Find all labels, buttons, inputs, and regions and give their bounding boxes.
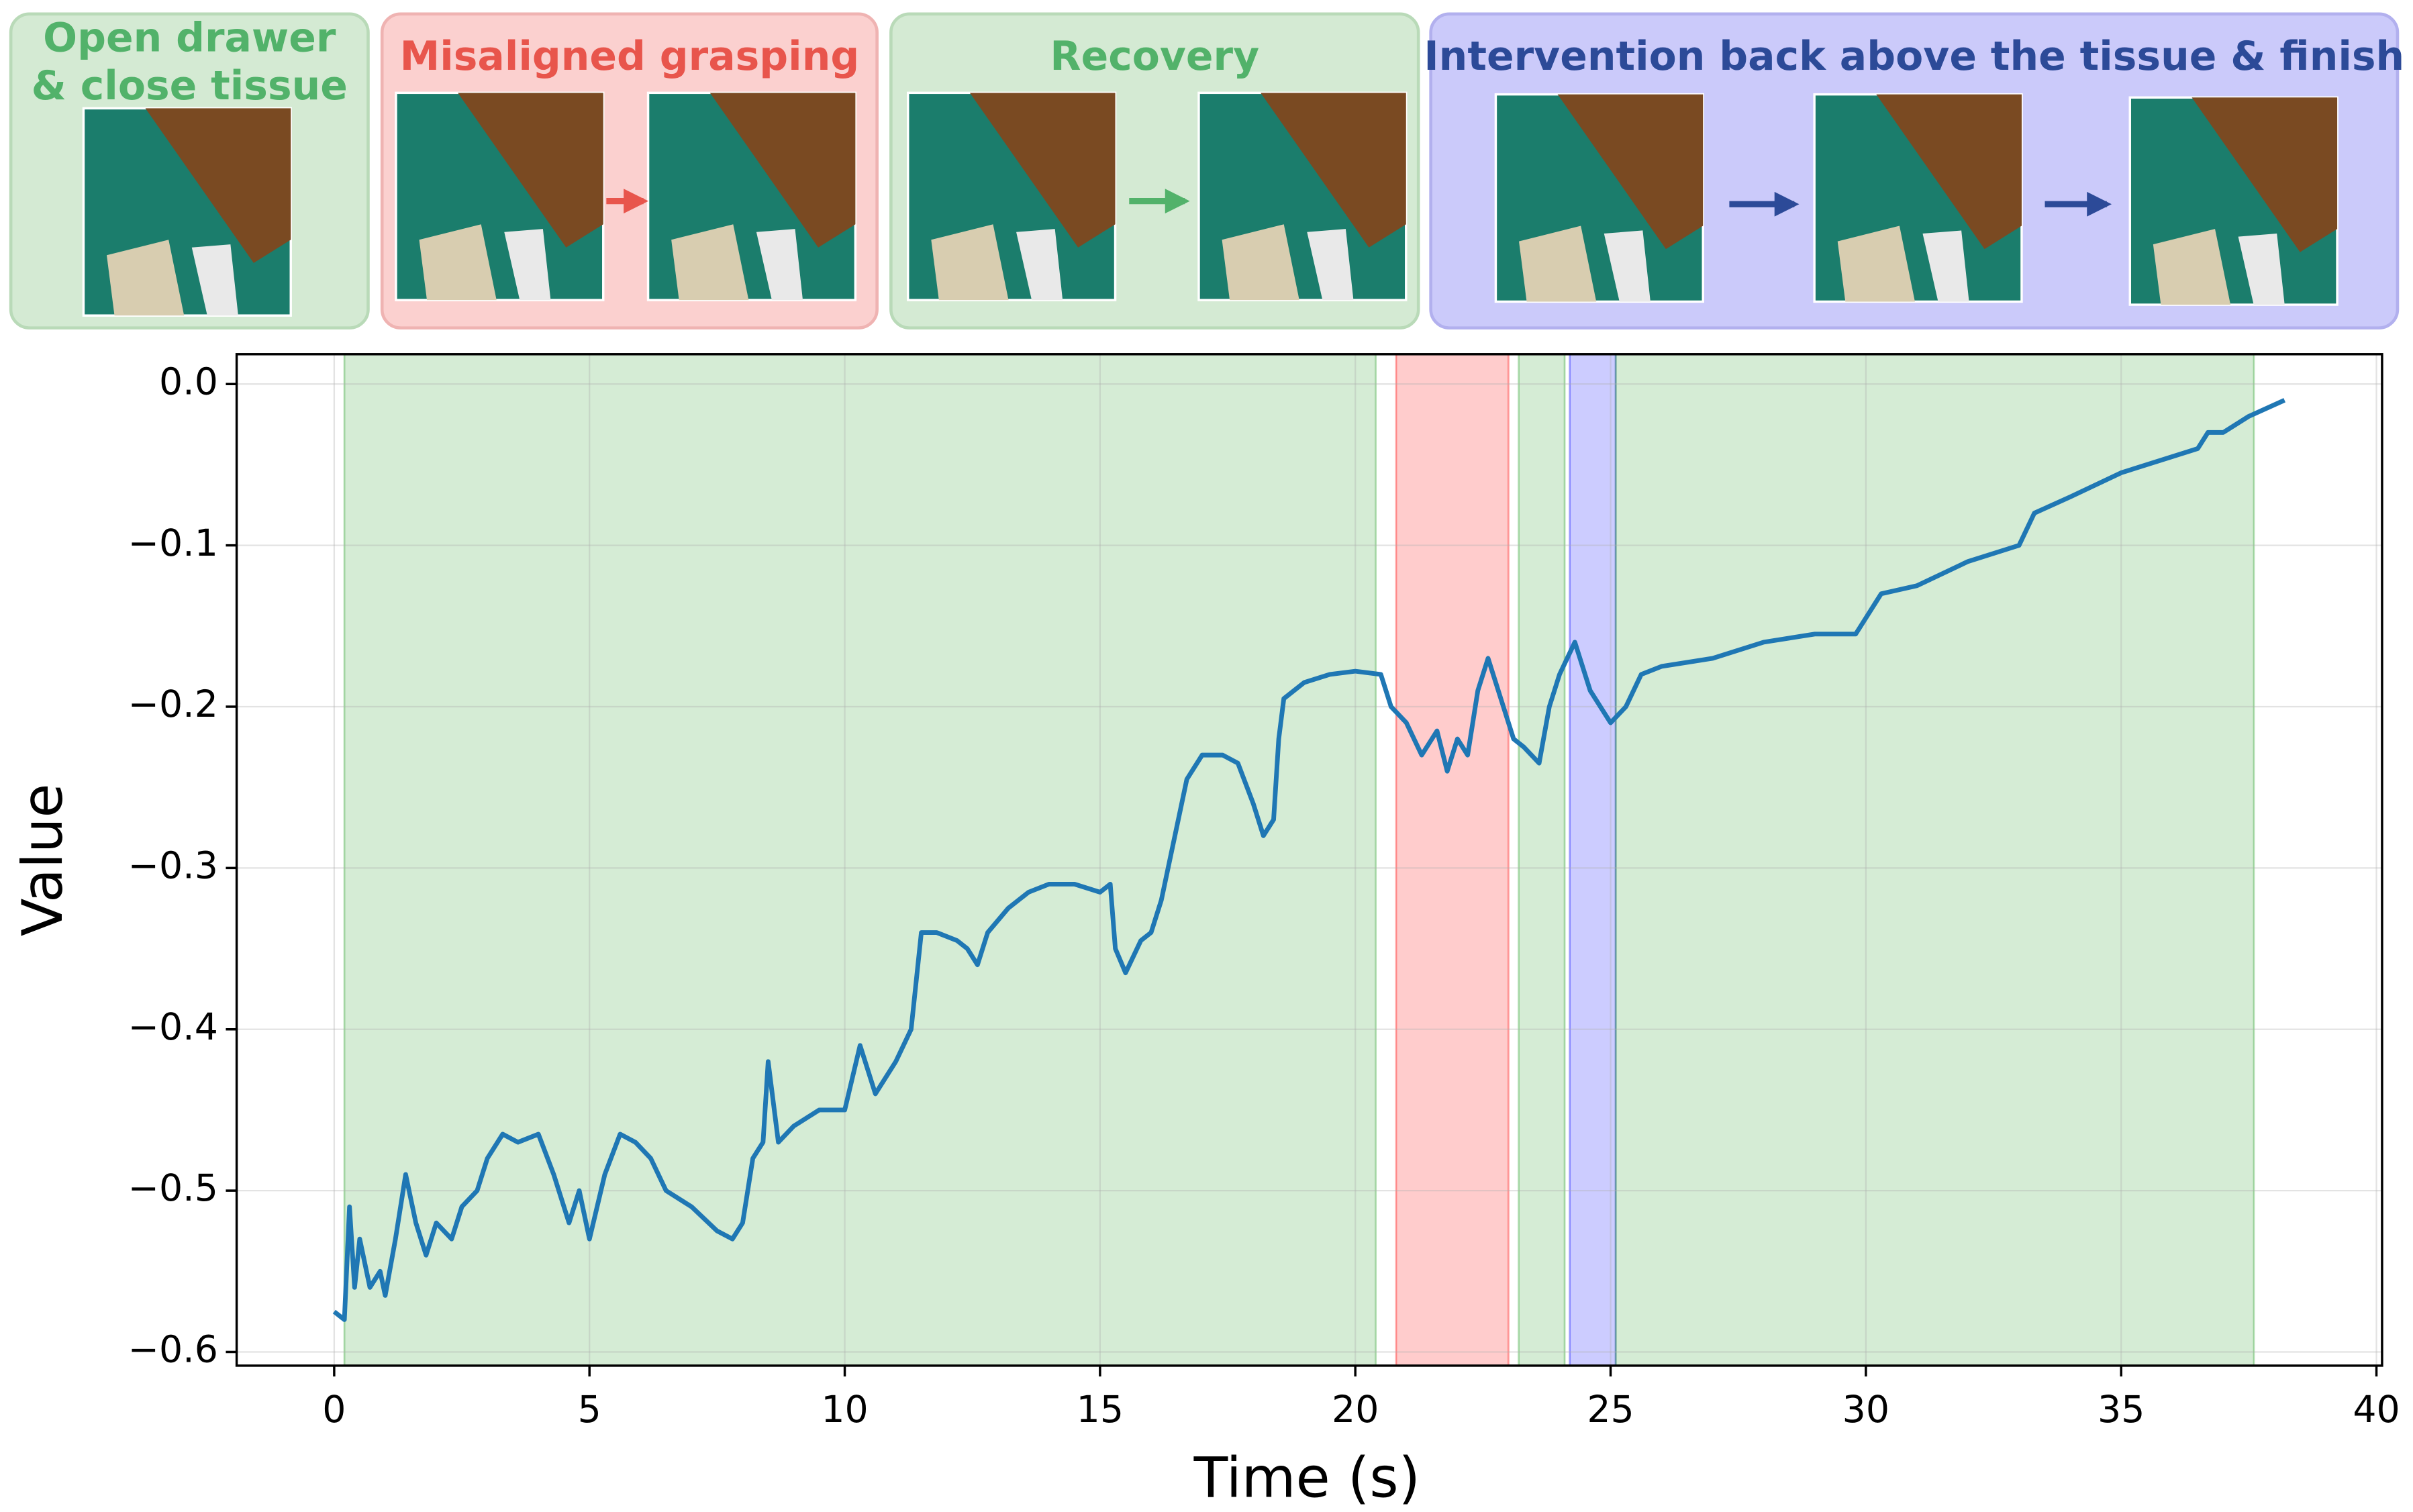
y-tick-label: −0.2 (128, 683, 218, 726)
y-tick-label: −0.6 (128, 1329, 218, 1372)
x-tick-label: 40 (2353, 1389, 2400, 1431)
x-tick-label: 0 (322, 1389, 346, 1431)
photo (646, 91, 857, 301)
y-tick-label: −0.5 (128, 1167, 218, 1210)
panels: Open drawer& close tissue Misaligned gras… (9, 12, 2404, 330)
panel-title: Intervention back above the tissue & fin… (1424, 33, 2404, 80)
x-tick-label: 10 (821, 1389, 868, 1431)
photo (907, 91, 1117, 301)
photo (1813, 93, 2023, 303)
x-tick-label: 20 (1332, 1389, 1379, 1431)
photo (395, 91, 605, 301)
span (1518, 353, 1566, 1367)
photo (1494, 93, 1704, 303)
plot-frame (235, 353, 2383, 1367)
span (343, 353, 1377, 1367)
x-tick-label: 25 (1587, 1389, 1634, 1431)
y-tick-label: 0.0 (159, 360, 218, 403)
x-tick-label: 15 (1077, 1389, 1124, 1431)
x-axis-label: Time (s) (1193, 1446, 1420, 1511)
panel-title: Recovery (1050, 33, 1259, 80)
span (1614, 353, 2255, 1367)
y-axis-label: Value (10, 783, 75, 936)
y-tick-label: −0.4 (128, 1006, 218, 1049)
panel-title: Misaligned grasping (400, 33, 860, 80)
x-tick-label: 35 (2098, 1389, 2145, 1431)
plot: 0 5 10 15 20 25 30 35 40 −0.6 −0.5 −0.4 −0.3 −0.2 −0.1… (128, 353, 2400, 1431)
panel-title: Open drawer (43, 15, 336, 62)
photo (1197, 91, 1408, 301)
x-tick-label: 30 (1842, 1389, 1889, 1431)
span (1569, 353, 1617, 1367)
y-tick-label: −0.3 (128, 845, 218, 888)
panel-title: & close tissue (32, 62, 348, 109)
photo (2128, 96, 2338, 306)
photo (82, 107, 292, 317)
span (1395, 353, 1510, 1367)
data-line (332, 398, 2286, 1322)
x-tick-label: 5 (578, 1389, 601, 1431)
y-tick-label: −0.1 (128, 522, 218, 565)
